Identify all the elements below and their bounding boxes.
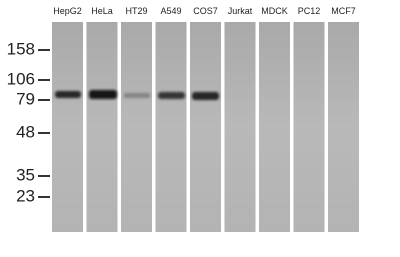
marker-label: 35 (16, 165, 35, 184)
lane-label: MDCK (261, 6, 288, 16)
band (89, 90, 117, 99)
lane-label: HepG2 (53, 6, 82, 16)
lane-label: PC12 (298, 6, 321, 16)
lane-label: MCF7 (331, 6, 356, 16)
marker-label: 106 (7, 69, 35, 88)
marker-label: 48 (16, 122, 35, 141)
lane (259, 22, 290, 232)
lane (190, 22, 221, 232)
bands (55, 90, 219, 100)
lane (328, 22, 359, 232)
lane-label: A549 (160, 6, 181, 16)
lane (86, 22, 118, 232)
lane-label: Jurkat (228, 6, 253, 16)
marker-label: 79 (16, 89, 35, 108)
lane (224, 22, 256, 232)
lane (155, 22, 187, 232)
lane (293, 22, 325, 232)
band (124, 93, 150, 98)
lane (121, 22, 152, 232)
band (158, 92, 185, 99)
band (55, 91, 81, 98)
marker-label: 23 (16, 186, 35, 205)
lane (52, 22, 83, 232)
lane-label: HeLa (91, 6, 113, 16)
lane-label: HT29 (125, 6, 147, 16)
lane-label: COS7 (193, 6, 218, 16)
band (192, 92, 219, 100)
marker-label: 158 (7, 39, 35, 58)
